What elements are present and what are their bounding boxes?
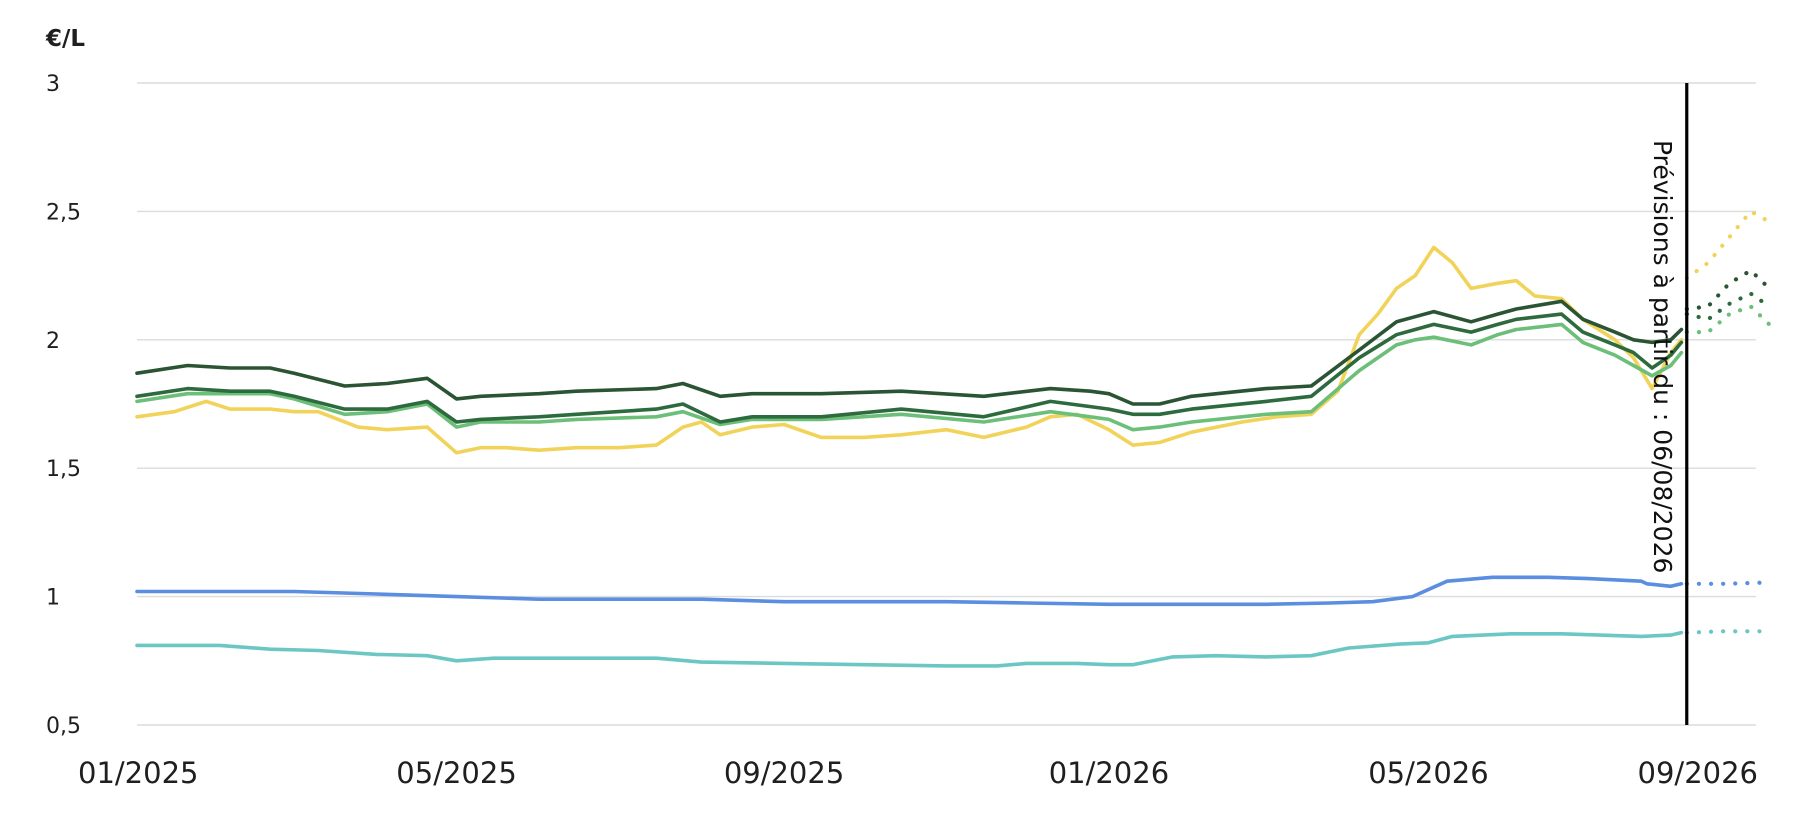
forecast-line-2 [1684, 303, 1772, 335]
forecast-line-1 [1684, 208, 1772, 281]
x-axis-ticks: 01/2025 05/2025 09/2025 01/2026 05/2026 09/20… [78, 756, 1758, 790]
series-line-6 [135, 630, 1684, 668]
forecast-line-3 [1684, 291, 1772, 322]
forecast-line-4 [1684, 267, 1772, 312]
series-line-5 [135, 575, 1684, 607]
y-tick-label: 2,5 [46, 200, 81, 225]
forecast-label: Prévisions à partir du : 06/08/2026 [1648, 140, 1677, 573]
forecast-lines [1684, 208, 1772, 635]
y-tick-label: 3 [46, 72, 60, 97]
x-tick-label: 01/2026 [1049, 756, 1169, 790]
y-axis-ticks: 0,5 1 1,5 2 2,5 3 [46, 72, 81, 739]
x-tick-label: 05/2026 [1368, 756, 1488, 790]
x-tick-label: 09/2025 [724, 756, 844, 790]
y-tick-label: 1 [46, 586, 60, 611]
series-line-1 [135, 245, 1684, 455]
x-tick-label: 05/2025 [396, 756, 516, 790]
y-tick-label: 0,5 [46, 714, 81, 739]
forecast-line-5 [1684, 580, 1772, 586]
forecast-line-6 [1684, 629, 1772, 635]
series-line-3 [135, 312, 1684, 424]
x-tick-label: 09/2026 [1638, 756, 1758, 790]
y-axis-unit: €/L [45, 26, 85, 52]
gridlines [137, 82, 1756, 726]
series-line-2 [135, 322, 1684, 432]
y-tick-label: 2 [46, 329, 60, 354]
forecast-marker: Prévisions à partir du : 06/08/2026 [1648, 83, 1689, 725]
series-line-4 [135, 299, 1684, 406]
y-tick-label: 1,5 [46, 457, 81, 482]
series-lines [135, 245, 1684, 668]
x-tick-label: 01/2025 [78, 756, 198, 790]
